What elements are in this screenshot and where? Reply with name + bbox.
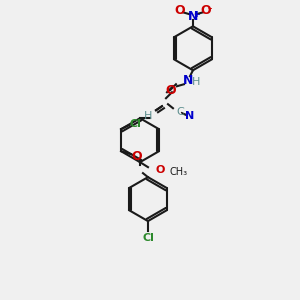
Text: H: H xyxy=(192,77,200,87)
Text: +: + xyxy=(194,10,200,19)
Text: C: C xyxy=(176,107,184,117)
Text: -: - xyxy=(208,2,212,15)
Text: CH₃: CH₃ xyxy=(170,167,188,177)
Text: O: O xyxy=(132,150,142,163)
Text: O: O xyxy=(201,4,211,17)
Text: Cl: Cl xyxy=(129,119,141,129)
Text: O: O xyxy=(166,84,176,97)
Text: O: O xyxy=(175,4,185,17)
Text: O: O xyxy=(155,165,165,175)
Text: H: H xyxy=(144,111,152,121)
Text: N: N xyxy=(183,74,193,87)
Text: N: N xyxy=(188,10,198,23)
Text: Cl: Cl xyxy=(142,233,154,243)
Text: N: N xyxy=(185,111,195,121)
